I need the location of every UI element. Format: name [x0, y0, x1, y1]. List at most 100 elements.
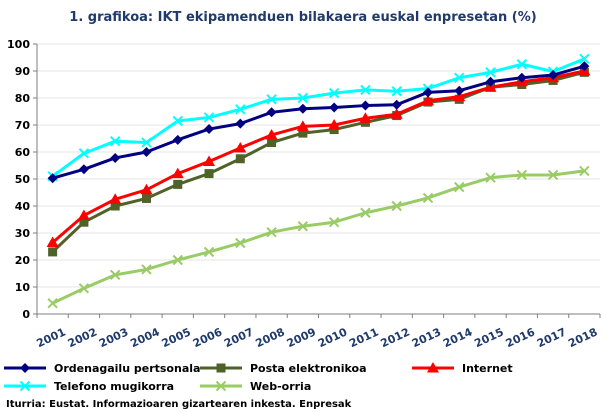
data-point-posta-elektronikoa: [173, 179, 183, 189]
data-point-telefono-mugikorra: [172, 115, 183, 127]
data-point-ordenagailu-pertsonala: [329, 102, 340, 113]
data-point-posta-elektronikoa: [204, 169, 214, 179]
data-point-internet: [140, 183, 153, 195]
chart-title: 1. grafikoa: IKT ekipamenduen bilakaera …: [69, 10, 536, 25]
data-point-telefono-mugikorra: [78, 148, 90, 159]
data-point-internet: [77, 209, 90, 220]
y-tick-label: 40: [15, 200, 31, 213]
data-point-telefono-mugikorra: [485, 67, 496, 78]
data-point-telefono-mugikorra: [266, 94, 277, 105]
x-tick-label: 2002: [66, 325, 99, 350]
legend-label: Telefono mugikorra: [54, 380, 174, 393]
x-tick-label: 2004: [128, 325, 162, 350]
y-tick-label: 20: [15, 254, 31, 267]
series-line-web-orria: [51, 169, 585, 305]
data-point-posta-elektronikoa: [79, 217, 89, 227]
series-line-internet: [51, 69, 585, 244]
data-point-web-orria: [360, 207, 371, 218]
data-point-ordenagailu-pertsonala: [235, 118, 246, 129]
y-tick-label: 80: [15, 92, 31, 105]
data-point-web-orria: [391, 200, 402, 212]
series-telefono-mugikorra: [47, 53, 590, 182]
series-web-orria: [47, 165, 590, 309]
data-point-web-orria: [78, 283, 90, 294]
x-tick-label: 2017: [535, 325, 568, 350]
data-point-telefono-mugikorra: [297, 92, 309, 104]
data-point-web-orria: [297, 221, 309, 232]
data-point-ordenagailu-pertsonala: [360, 100, 371, 111]
data-point-internet: [390, 108, 403, 119]
y-tick-label: 90: [15, 65, 31, 78]
data-point-internet: [359, 112, 372, 123]
x-tick-label: 2001: [35, 325, 68, 350]
legend: Ordenagailu pertsonala Posta elektronikoa…: [4, 362, 513, 393]
data-point-telefono-mugikorra: [203, 112, 215, 123]
data-point-posta-elektronikoa: [235, 154, 245, 164]
legend-label: Posta elektronikoa: [250, 362, 367, 375]
data-point-web-orria: [203, 246, 215, 258]
data-point-web-orria: [328, 216, 340, 228]
data-point-ordenagailu-pertsonala: [548, 70, 559, 81]
data-point-telefono-mugikorra: [235, 104, 246, 115]
data-point-ordenagailu-pertsonala: [422, 87, 433, 98]
legend-marker: [427, 362, 439, 373]
data-point-posta-elektronikoa: [141, 193, 151, 203]
legend-item-telefono-mugikorra: Telefono mugikorra: [4, 380, 174, 393]
data-point-ordenagailu-pertsonala: [579, 61, 590, 72]
data-point-internet: [296, 120, 309, 131]
data-point-posta-elektronikoa: [48, 247, 58, 257]
data-point-internet: [453, 90, 466, 102]
x-tick-label: 2005: [160, 325, 193, 350]
x-tick-label: 2016: [504, 325, 538, 350]
data-point-telefono-mugikorra: [391, 86, 402, 97]
legend-item-web-orria: Web-orria: [200, 380, 311, 393]
y-tick-label: 30: [15, 227, 31, 240]
data-point-web-orria: [266, 226, 277, 238]
data-point-ordenagailu-pertsonala: [204, 124, 215, 135]
gridlines: [37, 43, 600, 288]
data-point-ordenagailu-pertsonala: [78, 164, 89, 175]
series-line-ordenagailu-pertsonala: [52, 64, 585, 180]
x-tick-label: 2015: [472, 325, 505, 350]
data-point-web-orria: [141, 264, 152, 275]
data-point-internet: [328, 119, 341, 130]
data-point-telefono-mugikorra: [579, 53, 590, 65]
y-tick-label: 70: [15, 119, 31, 132]
x-tick-label: 2018: [566, 325, 599, 350]
data-point-posta-elektronikoa: [298, 128, 308, 138]
data-point-posta-elektronikoa: [329, 125, 339, 135]
data-point-internet: [109, 193, 122, 204]
y-tick-label: 50: [15, 173, 31, 186]
data-point-internet: [46, 236, 59, 247]
x-tick-label: 2013: [410, 325, 443, 350]
data-point-telefono-mugikorra: [454, 72, 465, 83]
data-point-ordenagailu-pertsonala: [110, 152, 121, 163]
x-tick-label: 2006: [191, 325, 225, 350]
data-point-ordenagailu-pertsonala: [266, 107, 277, 118]
x-tick-label: 2007: [222, 325, 255, 350]
legend-marker: [215, 380, 227, 392]
data-point-internet: [234, 141, 247, 153]
series-internet: [46, 65, 591, 247]
y-tick-label: 0: [22, 308, 30, 321]
data-point-telefono-mugikorra: [360, 84, 371, 96]
legend-label: Web-orria: [250, 380, 311, 393]
series-line-telefono-mugikorra: [51, 57, 585, 178]
legend-marker: [20, 363, 30, 373]
data-point-web-orria: [109, 269, 121, 281]
series-ordenagailu-pertsonala: [47, 61, 590, 184]
data-point-web-orria: [47, 297, 58, 309]
data-point-web-orria: [422, 192, 434, 204]
data-point-ordenagailu-pertsonala: [485, 76, 496, 87]
data-point-posta-elektronikoa: [267, 138, 277, 148]
data-point-telefono-mugikorra: [141, 137, 152, 148]
legend-item-posta-elektronikoa: Posta elektronikoa: [200, 362, 367, 375]
source-note: Iturria: Eustat. Informazioaren gizartea…: [6, 399, 352, 410]
data-point-telefono-mugikorra: [328, 87, 340, 99]
x-tick-label: 2003: [97, 325, 130, 350]
data-point-ordenagailu-pertsonala: [297, 103, 308, 114]
y-tick-label: 10: [15, 281, 31, 294]
data-point-internet: [171, 167, 184, 179]
data-point-ordenagailu-pertsonala: [516, 72, 527, 83]
